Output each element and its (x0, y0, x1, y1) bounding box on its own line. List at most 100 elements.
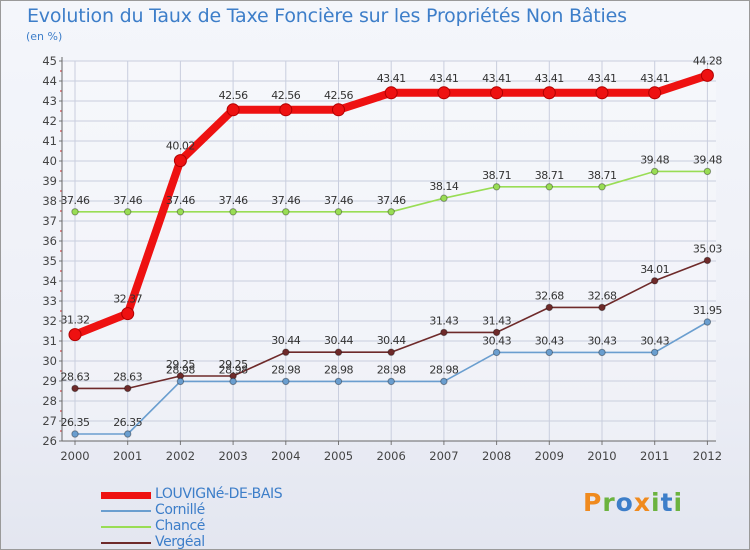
x-tick-label: 2000 (60, 449, 89, 463)
data-label: 37.46 (166, 194, 195, 207)
logo-letter: t (660, 488, 674, 517)
data-label: 38.71 (535, 169, 564, 182)
proxiti-logo: Proxiti (583, 488, 683, 517)
legend-swatch (101, 510, 151, 512)
data-label: 29.25 (219, 358, 248, 371)
data-label: 32.37 (113, 293, 142, 306)
x-tick-label: 2001 (113, 449, 142, 463)
data-label: 28.98 (271, 363, 300, 376)
data-label: 43.41 (482, 72, 511, 85)
data-point (387, 348, 395, 356)
y-tick-label: 29 (42, 374, 57, 388)
x-tick-label: 2007 (429, 449, 458, 463)
data-point (651, 348, 659, 357)
data-point (68, 328, 82, 342)
data-label: 40.02 (166, 140, 195, 153)
data-point (124, 384, 132, 393)
data-point (598, 348, 606, 357)
data-label: 44.28 (693, 54, 722, 67)
data-label: 28.98 (219, 363, 248, 376)
data-label: 38.14 (429, 180, 458, 193)
data-label: 28.98 (429, 363, 458, 376)
legend-swatch (101, 542, 151, 544)
series-layer (68, 68, 714, 438)
x-tick-label: 2008 (482, 449, 511, 463)
data-label: 28.63 (61, 370, 90, 383)
axes: 26 27 28 29 30 31 32 33 34 35 36 37 38 39 40 41 42 43 44 45… (42, 54, 722, 463)
logo-letter: r (602, 488, 616, 517)
data-label: 26.35 (113, 416, 142, 429)
data-point (124, 430, 132, 438)
y-tick-label: 37 (42, 214, 57, 228)
logo-letter: o (615, 488, 634, 517)
x-tick-label: 2009 (535, 449, 564, 463)
data-label: 39.48 (693, 153, 722, 166)
legend-label: Cornillé (155, 502, 205, 518)
x-tick-label: 2006 (377, 449, 406, 463)
data-label: 37.46 (219, 194, 248, 207)
data-point (703, 318, 712, 326)
legend-label: Chancé (155, 518, 206, 534)
data-label: 42.56 (271, 89, 300, 102)
y-tick-label: 40 (42, 154, 57, 168)
data-point (124, 208, 132, 216)
data-label: 26.35 (61, 416, 90, 429)
data-label: 42.56 (324, 89, 353, 102)
data-point (229, 377, 237, 386)
data-label: 37.46 (113, 194, 142, 207)
y-tick-label: 44 (42, 74, 57, 88)
y-tick-label: 34 (42, 274, 57, 288)
x-tick-label: 2004 (271, 449, 300, 463)
y-tick-label: 35 (42, 254, 57, 268)
data-point (703, 167, 712, 176)
data-point (282, 377, 290, 386)
data-label: 30.43 (535, 334, 564, 347)
data-label: 28.98 (377, 363, 406, 376)
data-label: 43.41 (535, 72, 564, 85)
legend-swatch (101, 492, 151, 499)
data-point (387, 208, 395, 216)
data-point (71, 430, 79, 438)
y-tick-label: 27 (42, 414, 57, 428)
data-point (279, 103, 293, 117)
y-tick-label: 31 (42, 334, 57, 348)
data-label: 37.46 (61, 194, 90, 207)
data-label: 30.43 (640, 334, 669, 347)
y-tick-label: 41 (42, 134, 57, 148)
data-point (384, 86, 398, 100)
y-tick-label: 28 (42, 394, 57, 408)
data-label: 37.46 (324, 194, 353, 207)
y-tick-label: 39 (42, 174, 57, 188)
data-point (598, 183, 606, 191)
data-point (598, 303, 606, 312)
data-point (387, 377, 395, 386)
x-tick-label: 2011 (640, 449, 669, 463)
data-point (651, 277, 659, 285)
data-label: 31.95 (693, 304, 722, 317)
data-point (492, 328, 501, 337)
data-point (440, 377, 448, 386)
x-tick-label: 2003 (218, 449, 247, 463)
y-tick-label: 42 (42, 114, 57, 128)
data-label: 32.68 (535, 289, 564, 302)
data-point (71, 208, 79, 216)
data-label: 30.44 (324, 334, 353, 347)
data-label: 43.41 (640, 72, 669, 85)
data-label: 28.63 (113, 370, 142, 383)
data-label: 37.46 (271, 194, 300, 207)
data-label: 31.32 (61, 314, 90, 327)
data-point (282, 348, 290, 356)
data-point (173, 154, 187, 168)
data-point (121, 307, 135, 321)
y-tick-label: 33 (42, 294, 57, 308)
logo-letter: P (583, 488, 603, 517)
x-tick-label: 2002 (166, 449, 195, 463)
y-tick-label: 43 (42, 94, 57, 108)
data-label: 38.71 (588, 169, 617, 182)
data-point (226, 103, 240, 117)
data-label: 30.44 (271, 334, 300, 347)
data-label: 43.41 (429, 72, 458, 85)
data-label: 32.68 (588, 289, 617, 302)
